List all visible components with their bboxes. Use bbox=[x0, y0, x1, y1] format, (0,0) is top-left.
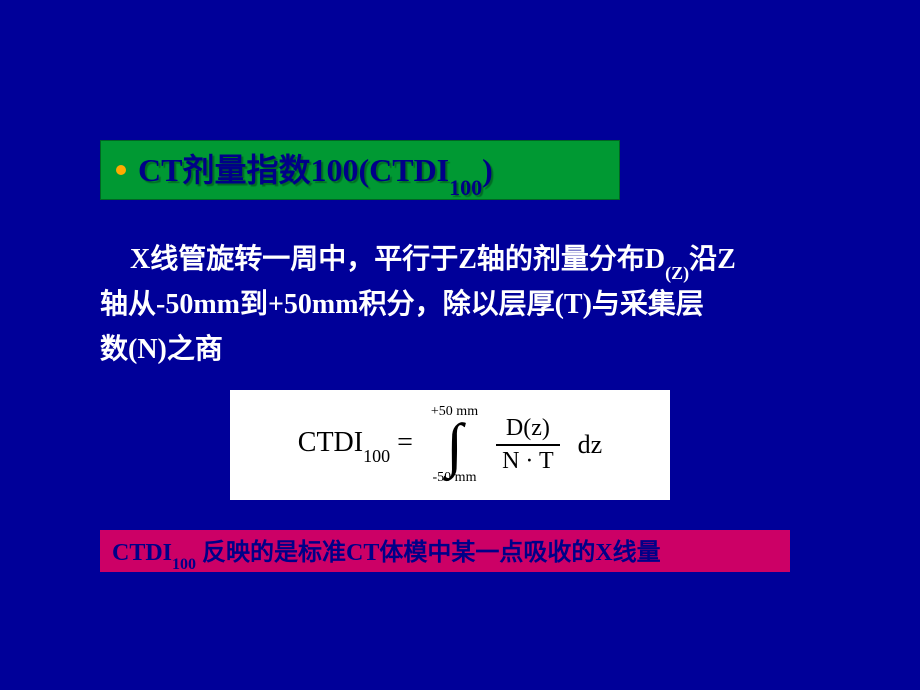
formula-dz: dz bbox=[578, 430, 603, 460]
footer-text: CTDI100 反映的是标准CT体模中某一点吸收的X线量 bbox=[112, 532, 661, 571]
body-paragraph: X线管旋转一周中，平行于Z轴的剂量分布D(Z)沿Z 轴从-50mm到+50mm积… bbox=[100, 238, 820, 373]
formula-equals: = bbox=[390, 427, 413, 458]
formula-box: CTDI100 = +50 mm ∫ -50 mm D(z) N · T dz bbox=[230, 390, 670, 500]
body-line1b: 沿Z bbox=[689, 244, 736, 275]
integral-sign: ∫ bbox=[446, 421, 462, 469]
footer-rest: 反映的是标准CT体模中某一点吸收的X线量 bbox=[196, 540, 661, 566]
title-subscript: 100 bbox=[449, 175, 482, 200]
formula-lhs: CTDI100 = bbox=[298, 427, 413, 463]
title-text: CT剂量指数100(CTDI100) bbox=[138, 145, 493, 194]
footer-bar: CTDI100 反映的是标准CT体模中某一点吸收的X线量 bbox=[100, 530, 790, 572]
title-box: CT剂量指数100(CTDI100) bbox=[100, 140, 620, 200]
body-line3: 数(N)之商 bbox=[100, 334, 223, 365]
lower-limit: -50 mm bbox=[433, 471, 477, 485]
formula: CTDI100 = +50 mm ∫ -50 mm D(z) N · T dz bbox=[298, 405, 602, 485]
denominator: N · T bbox=[496, 444, 560, 475]
fraction: D(z) N · T bbox=[496, 415, 560, 475]
body-line1a: X线管旋转一周中，平行于Z轴的剂量分布D bbox=[130, 244, 665, 275]
footer-subscript: 100 bbox=[172, 556, 196, 573]
formula-lhs-sub: 100 bbox=[363, 446, 390, 466]
bullet-icon bbox=[116, 165, 126, 175]
formula-lhs-text: CTDI bbox=[298, 427, 363, 458]
body-line1-sub: (Z) bbox=[665, 263, 689, 283]
title-suffix: ) bbox=[482, 152, 493, 188]
title-prefix: CT剂量指数100(CTDI bbox=[138, 152, 449, 188]
footer-prefix: CTDI bbox=[112, 540, 172, 566]
numerator: D(z) bbox=[500, 415, 556, 444]
integral-icon: +50 mm ∫ -50 mm bbox=[431, 405, 478, 485]
body-line2: 轴从-50mm到+50mm积分，除以层厚(T)与采集层 bbox=[100, 289, 704, 320]
